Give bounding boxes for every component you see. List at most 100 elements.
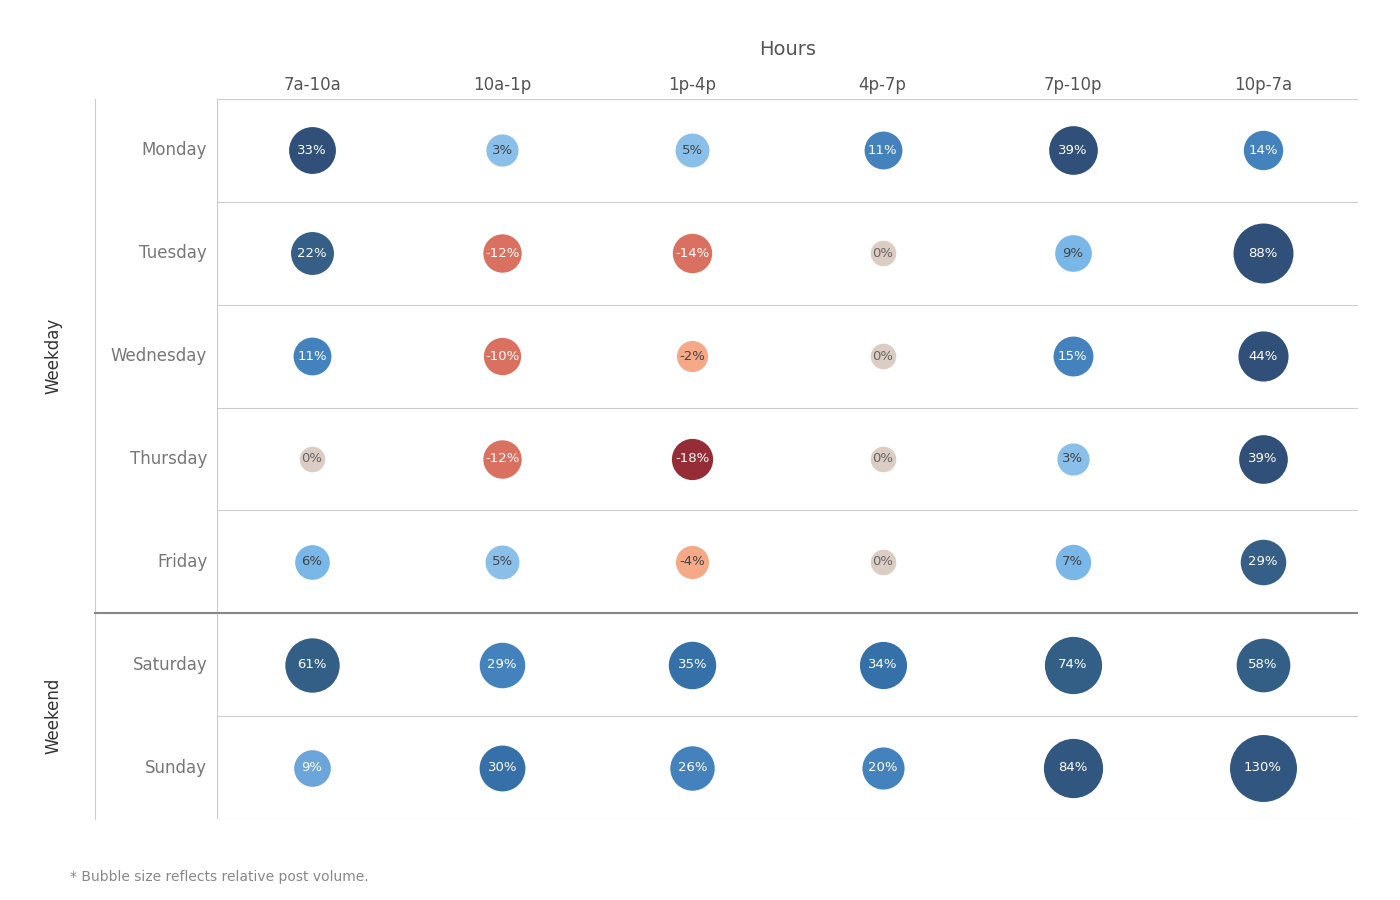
Text: 20%: 20% <box>868 761 897 774</box>
Text: Saturday: Saturday <box>133 656 207 674</box>
Point <box>871 452 893 466</box>
Text: Sunday: Sunday <box>146 759 207 777</box>
Point <box>301 452 323 466</box>
Point <box>682 349 704 364</box>
Point <box>1061 554 1084 569</box>
Text: Thursday: Thursday <box>130 450 207 468</box>
Point <box>1252 143 1274 157</box>
Text: Tuesday: Tuesday <box>140 244 207 262</box>
Point <box>301 760 323 775</box>
Text: -12%: -12% <box>484 247 519 260</box>
Text: 10p-7a: 10p-7a <box>1233 76 1292 94</box>
Text: 3%: 3% <box>1063 453 1084 465</box>
Point <box>491 452 514 466</box>
Text: 11%: 11% <box>868 144 897 157</box>
Text: 35%: 35% <box>678 658 707 671</box>
Text: -14%: -14% <box>675 247 710 260</box>
Point <box>491 143 514 157</box>
Point <box>682 452 704 466</box>
Point <box>1061 760 1084 775</box>
Text: 1p-4p: 1p-4p <box>668 76 717 94</box>
Point <box>682 760 704 775</box>
Point <box>301 658 323 672</box>
Text: 88%: 88% <box>1249 247 1278 260</box>
Point <box>871 246 893 260</box>
Point <box>1252 760 1274 775</box>
Point <box>491 349 514 364</box>
Text: 33%: 33% <box>297 144 326 157</box>
Text: Wednesday: Wednesday <box>111 347 207 365</box>
Point <box>871 349 893 364</box>
Text: 0%: 0% <box>872 453 893 465</box>
Text: Weekend: Weekend <box>45 678 62 754</box>
Point <box>1252 246 1274 260</box>
Point <box>301 349 323 364</box>
Text: 39%: 39% <box>1058 144 1088 157</box>
Text: 7%: 7% <box>1063 555 1084 569</box>
Text: 11%: 11% <box>297 349 326 363</box>
Text: -4%: -4% <box>679 555 706 569</box>
Point <box>1252 554 1274 569</box>
Point <box>871 658 893 672</box>
Text: 44%: 44% <box>1249 349 1278 363</box>
Text: 26%: 26% <box>678 761 707 774</box>
Text: 7a-10a: 7a-10a <box>283 76 342 94</box>
Point <box>871 143 893 157</box>
Text: Hours: Hours <box>759 40 816 59</box>
Text: Friday: Friday <box>157 553 207 571</box>
Point <box>1061 143 1084 157</box>
Point <box>871 554 893 569</box>
Point <box>871 760 893 775</box>
Text: 29%: 29% <box>487 658 517 671</box>
Text: 58%: 58% <box>1249 658 1278 671</box>
Text: 4p-7p: 4p-7p <box>858 76 907 94</box>
Point <box>1061 452 1084 466</box>
Point <box>491 760 514 775</box>
Text: 5%: 5% <box>491 555 512 569</box>
Point <box>491 658 514 672</box>
Text: 5%: 5% <box>682 144 703 157</box>
Point <box>1252 658 1274 672</box>
Text: 0%: 0% <box>872 247 893 260</box>
Text: 0%: 0% <box>872 349 893 363</box>
Text: 130%: 130% <box>1245 761 1282 774</box>
Text: 14%: 14% <box>1249 144 1278 157</box>
Point <box>682 143 704 157</box>
Text: * Bubble size reflects relative post volume.: * Bubble size reflects relative post vol… <box>70 870 368 885</box>
Text: 9%: 9% <box>301 761 322 774</box>
Point <box>1252 349 1274 364</box>
Text: 34%: 34% <box>868 658 897 671</box>
Point <box>1061 349 1084 364</box>
Point <box>491 554 514 569</box>
Text: 7p-10p: 7p-10p <box>1043 76 1102 94</box>
Point <box>301 246 323 260</box>
Text: 9%: 9% <box>1063 247 1084 260</box>
Text: 84%: 84% <box>1058 761 1088 774</box>
Text: 39%: 39% <box>1249 453 1278 465</box>
Text: -10%: -10% <box>486 349 519 363</box>
Text: 22%: 22% <box>297 247 326 260</box>
Text: 0%: 0% <box>301 453 322 465</box>
Text: 30%: 30% <box>487 761 517 774</box>
Text: 0%: 0% <box>872 555 893 569</box>
Text: -12%: -12% <box>484 453 519 465</box>
Text: 74%: 74% <box>1058 658 1088 671</box>
Point <box>682 658 704 672</box>
Point <box>1061 246 1084 260</box>
Text: -2%: -2% <box>679 349 706 363</box>
Point <box>301 554 323 569</box>
Text: 3%: 3% <box>491 144 512 157</box>
Text: 15%: 15% <box>1058 349 1088 363</box>
Text: 10a-1p: 10a-1p <box>473 76 532 94</box>
Text: 6%: 6% <box>301 555 322 569</box>
Text: 61%: 61% <box>297 658 326 671</box>
Text: 29%: 29% <box>1249 555 1278 569</box>
Point <box>682 246 704 260</box>
Point <box>682 554 704 569</box>
Point <box>1061 658 1084 672</box>
Text: -18%: -18% <box>675 453 710 465</box>
Point <box>1252 452 1274 466</box>
Text: Weekday: Weekday <box>45 318 62 394</box>
Text: Monday: Monday <box>141 141 207 159</box>
Point <box>491 246 514 260</box>
